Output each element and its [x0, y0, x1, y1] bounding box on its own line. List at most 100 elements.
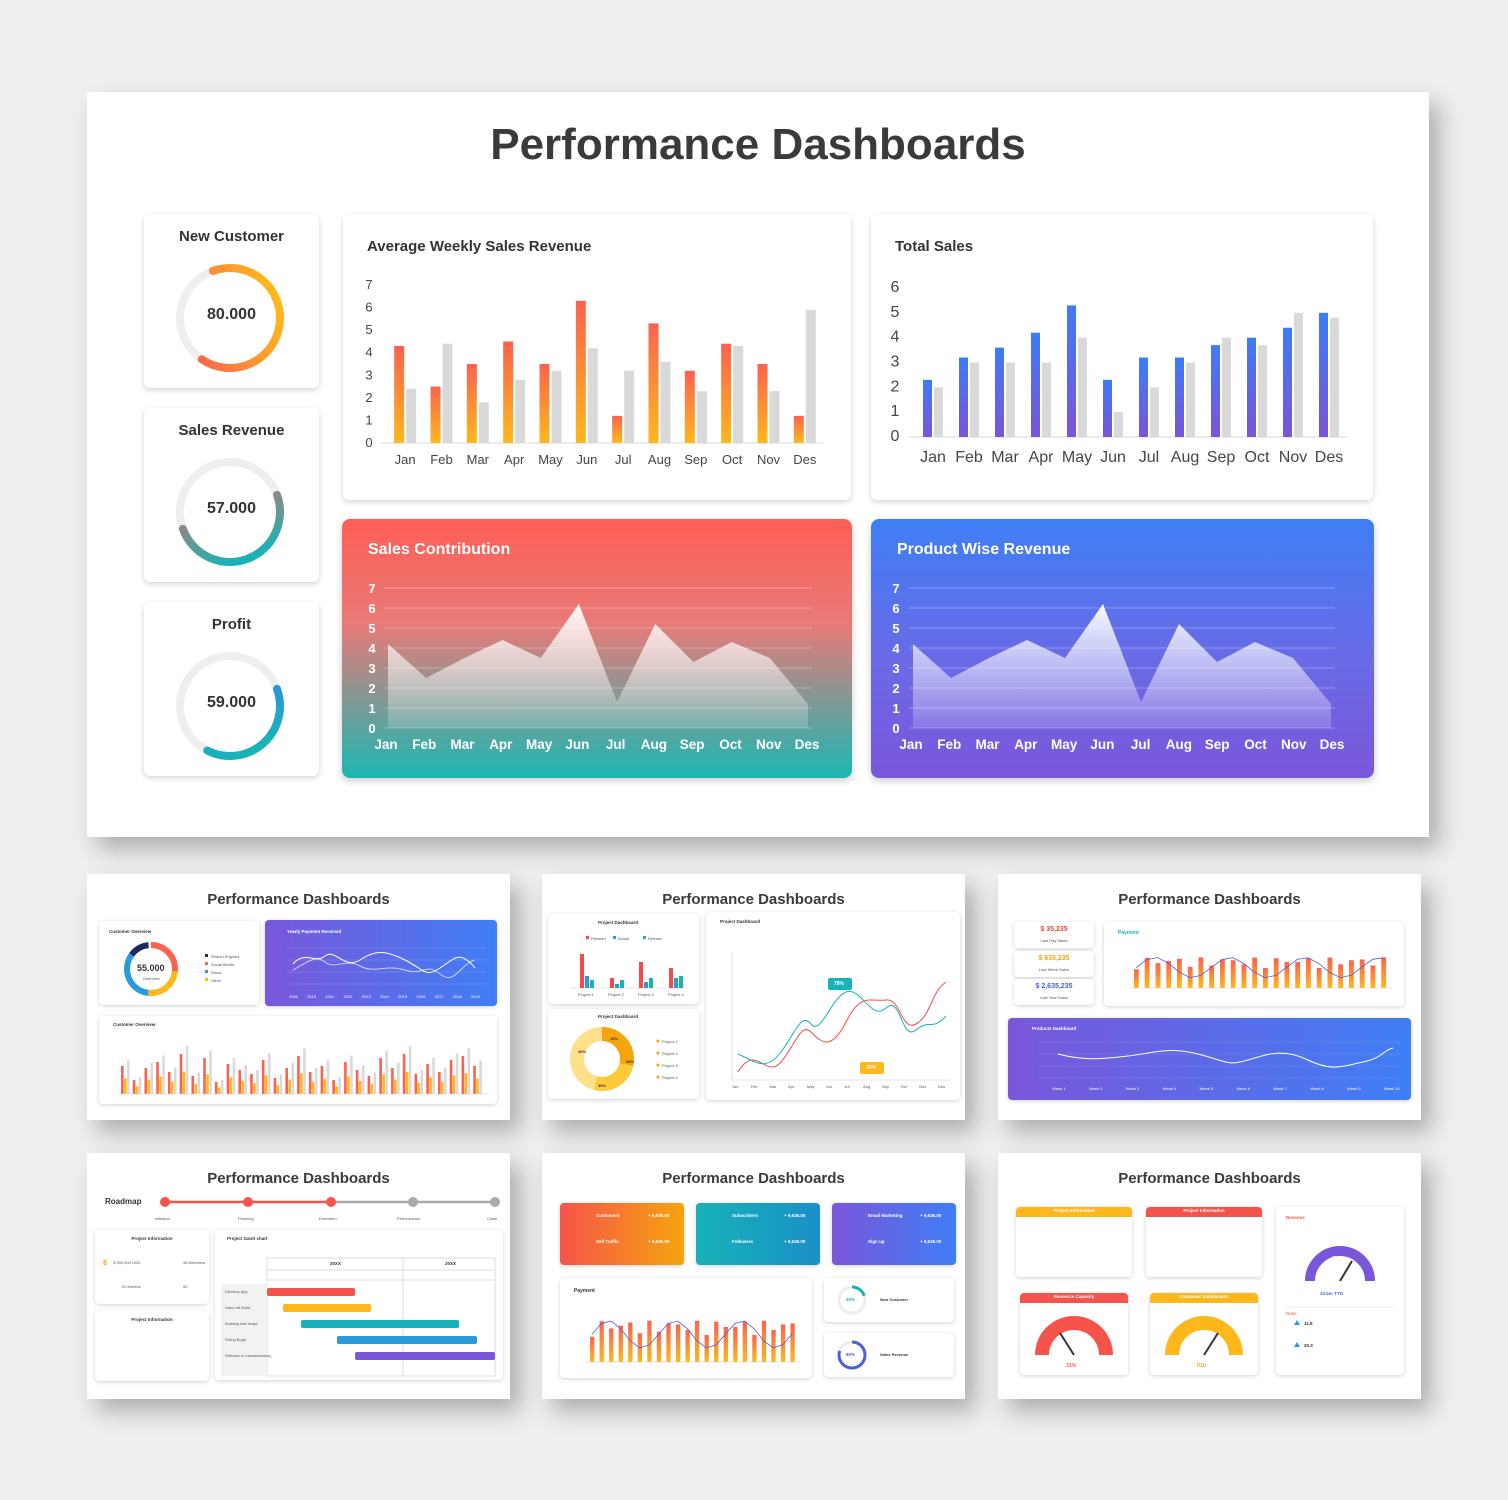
y-tick-label: 4: [892, 641, 900, 656]
tile-label: Subscribers: [732, 1213, 759, 1218]
axis-label: Nov: [919, 1084, 927, 1089]
mini-bar: [229, 1077, 233, 1094]
mini-bar: [432, 1058, 435, 1094]
x-tick-label: May: [538, 452, 563, 467]
x-tick-label: Feb: [430, 452, 452, 467]
ring: [837, 1340, 867, 1370]
ratio-label: Ratio: [1286, 1311, 1297, 1316]
project-info-card: Project Information $ 3,250,000 USD 45 M…: [95, 1230, 209, 1304]
thumbnail-slide-1[interactable]: Performance Dashboards Customer Overview…: [87, 874, 510, 1120]
chart-title: Total Sales: [895, 238, 974, 255]
x-tick-label: Aug: [648, 452, 671, 467]
revenue-value: 23.5m TYD: [1320, 1291, 1344, 1296]
kpi-label: Sales Revenue: [178, 422, 285, 439]
axis-label: 2016: [416, 994, 426, 999]
project-info-card: Project Information: [1016, 1207, 1132, 1277]
bar-series-1: [466, 364, 477, 443]
legend-item: Direct: [211, 970, 222, 975]
mini-bar: [438, 1072, 441, 1094]
x-tick-label: Jul: [615, 452, 632, 467]
mini-line: [1135, 957, 1384, 979]
mini-bar: [1198, 957, 1204, 988]
kpi-label: New Customer: [178, 228, 285, 245]
project-dashboard-line-card: Project Dashboard 78% 32% Jan Feb Mar Apr Ma…: [706, 912, 960, 1100]
mini-bar: [1166, 961, 1172, 988]
x-tick-label: Oct: [1244, 737, 1267, 752]
tile-value: + 9,636.00: [648, 1239, 670, 1244]
kpi-value: 57.000: [207, 500, 256, 517]
bar-series-1: [1247, 337, 1256, 437]
thumbnail-slide-4[interactable]: Performance Dashboards Roadmap Initiatio…: [87, 1153, 510, 1399]
mini-bar: [444, 1067, 447, 1094]
satisfaction-value: 7/10: [1196, 1363, 1206, 1369]
line-chart: [287, 947, 487, 985]
axis-label: 2015: [398, 994, 408, 999]
mini-bar: [449, 1060, 453, 1094]
thumbnail-slide-6[interactable]: Performance Dashboards Project Informati…: [998, 1153, 1421, 1399]
mini-bar: [405, 1072, 409, 1094]
legend-item: Actual: [618, 936, 630, 941]
mini-bar: [264, 1075, 268, 1094]
mini-bar: [214, 1082, 218, 1094]
chart-title: Sales Contribution: [368, 541, 511, 558]
mini-bar: [332, 1080, 335, 1094]
thumbnail-slide-3[interactable]: Performance Dashboards $ 35,235 Last Day…: [998, 874, 1421, 1120]
x-tick-label: Mar: [467, 452, 490, 467]
x-tick-label: Oct: [719, 737, 742, 752]
mini-bar: [226, 1064, 230, 1094]
progress-ring: [176, 652, 284, 760]
gauge-value: 70%: [1332, 1255, 1342, 1260]
y-tick-label: 7: [368, 581, 375, 596]
ring-value: 20%: [846, 1297, 856, 1302]
mini-bar: [1155, 963, 1161, 988]
x-tick-label: May: [1062, 449, 1092, 466]
sales-contribution-card[interactable]: Sales Contribution 0 1 2 3 4 5 6 7 Jan Feb Mar Apr M…: [342, 519, 852, 778]
axis-label: Week 10: [1384, 1086, 1400, 1091]
x-tick-label: Jan: [374, 737, 397, 752]
x-tick-label: Apr: [504, 452, 525, 467]
axis-label: Project 1: [578, 992, 594, 997]
x-tick-label: Jul: [1139, 449, 1159, 466]
axis-label: Des: [938, 1084, 946, 1089]
avg-weekly-sales-card[interactable]: Average Weekly Sales Revenue 0 1 2 3 4 5 6 7 Jan…: [343, 214, 851, 500]
y-tick-label: 7: [365, 277, 372, 292]
card-title: Project Gantt chart: [227, 1236, 268, 1241]
roadmap-timeline: [160, 1197, 500, 1207]
mini-bar: [1263, 968, 1268, 988]
y-tick-label: 2: [368, 681, 375, 696]
mini-bar: [347, 1076, 350, 1094]
bar-series-1: [793, 415, 804, 443]
bar-series-2: [1294, 312, 1303, 437]
kpi-card-sales-revenue[interactable]: Sales Revenue 57.000: [144, 408, 319, 582]
mini-bar: [1316, 968, 1322, 988]
main-slide[interactable]: Performance Dashboards New Customer 80.0…: [87, 92, 1429, 837]
mini-bar: [394, 1079, 397, 1094]
roadmap-step: Planning: [238, 1216, 254, 1221]
mini-bar: [370, 1084, 374, 1094]
thumbnail-slide-5[interactable]: Performance Dashboards Customers Sell Tr…: [542, 1153, 965, 1399]
bar-series-1: [995, 347, 1004, 437]
mini-bar: [185, 1046, 189, 1094]
x-tick-label: Mar: [451, 737, 476, 752]
kpi-card-profit[interactable]: Profit 59.000: [144, 602, 319, 776]
kpi-card-new-customer[interactable]: New Customer 80.000: [144, 214, 319, 388]
mini-bar: [647, 1320, 652, 1362]
area-series: [388, 604, 808, 728]
bar-series-1: [1319, 312, 1328, 437]
x-tick-label: Aug: [1171, 449, 1199, 466]
mini-bar: [303, 1048, 306, 1094]
ring-label: Sales Revenue: [880, 1352, 909, 1357]
x-tick-label: Aug: [641, 737, 667, 752]
stat-value: $ 35,235: [1040, 926, 1068, 933]
stat-label: Last Year Sales: [1040, 995, 1068, 1000]
payment-bar-chart: [586, 1320, 800, 1363]
mini-bar: [297, 1056, 300, 1094]
thumbnail-slide-2[interactable]: Performance Dashboards Project Dashboard…: [542, 874, 965, 1120]
bar-series-2: [1006, 362, 1015, 437]
axis-label: Project 3: [638, 992, 654, 997]
mini-bar: [685, 1329, 690, 1362]
y-tick-label: 6: [365, 300, 372, 315]
total-sales-card[interactable]: Total Sales 0 1 2 3 4 5 6 Jan Feb Mar Apr May Jun Jul…: [871, 214, 1373, 500]
product-wise-revenue-card[interactable]: Product Wise Revenue 0 1 2 3 4 5 6 7 Jan Feb Mar Ap…: [871, 519, 1374, 778]
bar-series-1: [394, 345, 405, 443]
